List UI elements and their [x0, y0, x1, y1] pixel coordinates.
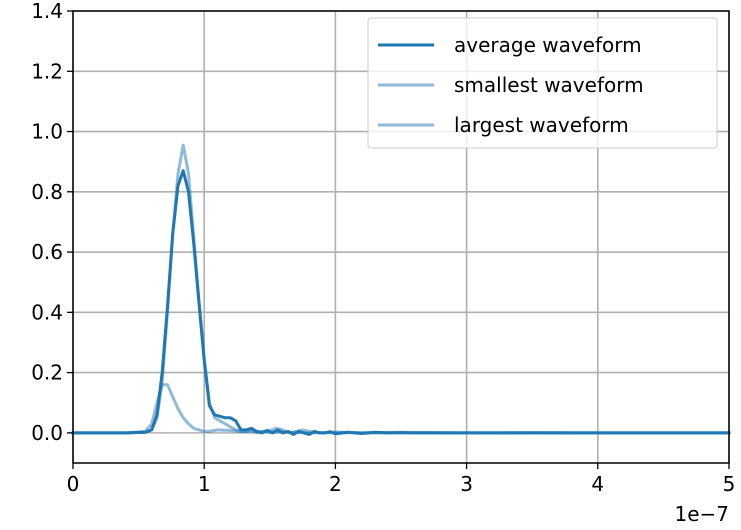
- x-tick-label: 2: [329, 472, 342, 496]
- y-tick-label: 1.4: [31, 0, 63, 23]
- legend-label: largest waveform: [454, 113, 629, 137]
- y-tick-label: 0.6: [31, 240, 63, 264]
- x-offset-label: 1e−7: [674, 502, 729, 526]
- y-tick-label: 1.2: [31, 59, 63, 83]
- y-tick-label: 0.4: [31, 300, 63, 324]
- series-lines: [71, 143, 731, 436]
- y-tick-label: 0.8: [31, 180, 63, 204]
- x-tick-label: 1: [198, 472, 211, 496]
- y-tick-label: 0.2: [31, 361, 63, 385]
- legend: average waveform smallest waveform largest…: [367, 17, 718, 149]
- x-tick-label: 4: [591, 472, 604, 496]
- legend-label: smallest waveform: [454, 73, 644, 97]
- series-line-average-waveform: [71, 169, 731, 436]
- axis-ticks: 0 1 2 3 4 5 0.0 0.2 0.4 0.6 0.8 1.0 1.2 1.4: [31, 0, 735, 496]
- y-tick-label: 1.0: [31, 120, 63, 144]
- plot-frame: [72, 10, 730, 464]
- x-tick-label: 0: [67, 472, 80, 496]
- legend-frame: [367, 17, 718, 149]
- legend-label: average waveform: [454, 33, 642, 57]
- x-tick-label: 5: [723, 472, 736, 496]
- y-tick-label: 0.0: [31, 421, 63, 445]
- x-tick-label: 3: [460, 472, 473, 496]
